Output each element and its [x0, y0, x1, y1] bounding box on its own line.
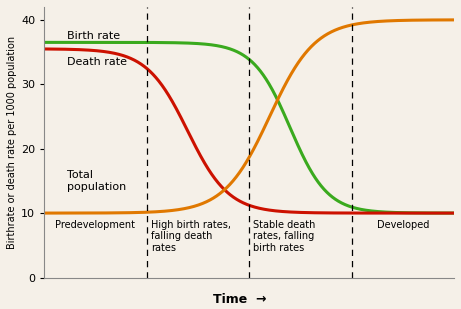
Text: Time  →: Time → — [213, 293, 266, 306]
Text: Stable death
rates, falling
birth rates: Stable death rates, falling birth rates — [253, 219, 316, 253]
Text: Developed: Developed — [377, 219, 429, 230]
Text: Birth rate: Birth rate — [67, 31, 120, 41]
Text: Total
population: Total population — [67, 170, 126, 192]
Text: High birth rates,
falling death
rates: High birth rates, falling death rates — [151, 219, 231, 253]
Text: Death rate: Death rate — [67, 57, 127, 67]
Text: Predevelopment: Predevelopment — [55, 219, 136, 230]
Y-axis label: Birthrate or death rate per 1000 population: Birthrate or death rate per 1000 populat… — [7, 36, 17, 249]
